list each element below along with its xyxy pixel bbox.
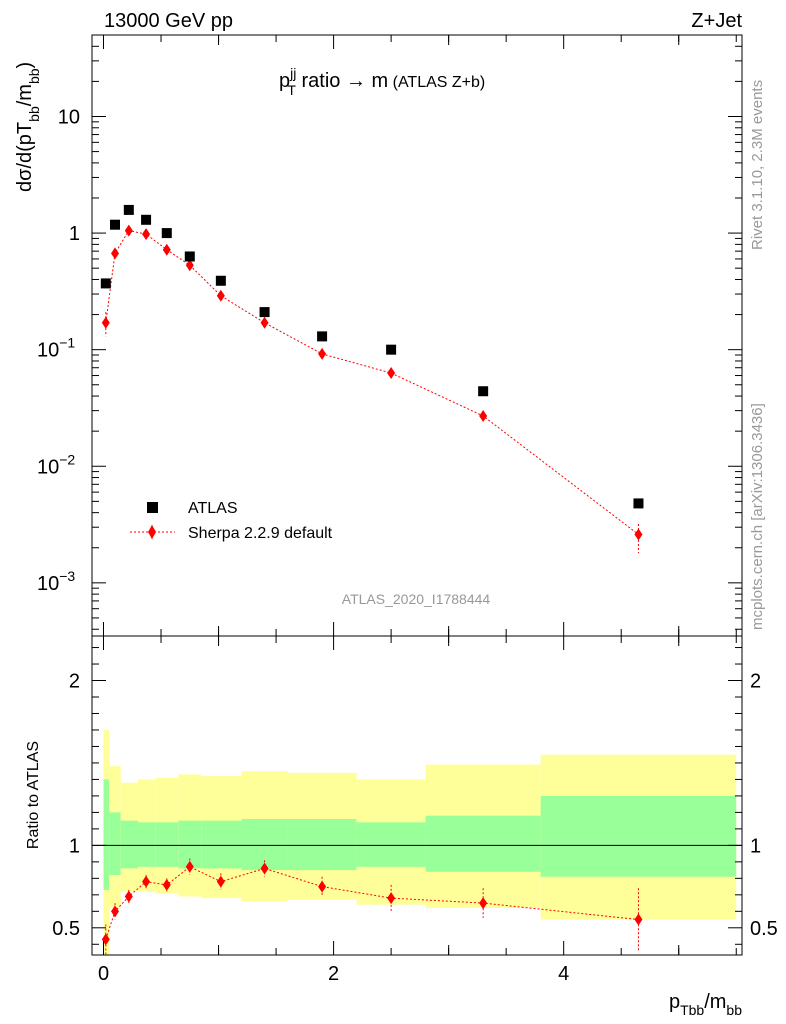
ratio-band-inner	[425, 815, 541, 872]
sherpa-point	[216, 289, 225, 302]
rivet-version-label: Rivet 3.1.10, 2.3M events	[749, 80, 766, 250]
ratio-axis-ticks: 0.5 0.5 1 1 2 2 0 2 4	[52, 636, 778, 985]
ratio-sherpa-series	[101, 858, 643, 955]
ratio-sherpa-point	[387, 892, 396, 905]
atlas-point	[215, 275, 226, 286]
sherpa-point	[111, 247, 120, 260]
main-axis-ticks: 10−3 10−2 10−1 1 10	[37, 34, 742, 636]
ratio-band-inner	[287, 818, 357, 871]
sherpa-point	[318, 347, 327, 360]
sherpa-point	[101, 316, 110, 329]
ratio-y-axis-label: Ratio to ATLAS	[25, 741, 42, 849]
main-y-tick-label: 10−1	[37, 335, 75, 362]
ratio-band-inner	[201, 820, 242, 869]
ratio-sherpa-point	[185, 860, 194, 873]
main-y-tick-label: 10−3	[37, 568, 75, 595]
ratio-band-inner	[138, 822, 156, 867]
ratio-y-tick-label: 1	[69, 835, 80, 857]
atlas-point	[100, 278, 111, 289]
sherpa-point	[142, 228, 151, 241]
ratio-sherpa-point	[162, 878, 171, 891]
analysis-label: ATLAS_2020_I1788444	[342, 591, 491, 607]
ratio-band-inner	[241, 818, 288, 871]
x-tick-label: 0	[98, 963, 109, 985]
ratio-sherpa-point	[318, 880, 327, 893]
ratio-band-inner	[356, 822, 426, 867]
atlas-point	[184, 251, 195, 262]
atlas-point	[259, 307, 270, 318]
main-y-tick-label: 1	[69, 223, 80, 245]
process-label: Z+Jet	[691, 10, 742, 32]
legend-atlas-label: ATLAS	[188, 500, 238, 517]
atlas-point	[110, 219, 121, 230]
x-tick-label: 4	[558, 963, 569, 985]
ratio-y-tick-label-right: 0.5	[750, 918, 778, 940]
main-y-tick-label: 10	[58, 106, 80, 128]
plot-title: pjj T ratio → m (ATLAS Z+b)	[279, 65, 485, 98]
legend-sherpa-label: Sherpa 2.2.9 default	[188, 525, 333, 542]
sherpa-point	[162, 243, 171, 256]
main-y-axis-label: dσ/d(pTbb/mbb)	[14, 62, 42, 192]
legend-atlas-marker	[147, 502, 158, 513]
x-tick-label: 2	[328, 963, 339, 985]
sherpa-point	[479, 409, 488, 422]
ratio-band-inner	[109, 812, 121, 876]
ratio-y-tick-label-right: 1	[750, 835, 761, 857]
ratio-y-tick-label: 2	[69, 671, 80, 693]
ratio-sherpa-line	[105, 866, 639, 940]
sherpa-point	[634, 528, 643, 541]
sherpa-line	[105, 230, 639, 535]
ratio-band-inner	[540, 795, 737, 877]
sherpa-point	[185, 259, 194, 272]
ratio-y-tick-label-right: 2	[750, 671, 761, 693]
atlas-point	[141, 214, 152, 225]
ratio-band-inner	[103, 779, 110, 890]
atlas-point	[317, 331, 328, 342]
ratio-y-tick-label: 0.5	[52, 918, 80, 940]
ratio-sherpa-point	[634, 913, 643, 926]
main-plot-frame	[91, 34, 743, 637]
legend-sherpa-marker	[148, 525, 156, 539]
ratio-band-inner	[120, 820, 139, 869]
atlas-point	[123, 204, 134, 215]
ratio-sherpa-point	[216, 875, 225, 888]
sherpa-point	[387, 367, 396, 380]
ratio-band-inner	[155, 822, 179, 867]
energy-label: 13000 GeV pp	[104, 10, 233, 32]
atlas-point	[633, 498, 644, 509]
main-data-series	[100, 204, 644, 554]
ratio-band-inner	[178, 820, 202, 869]
atlas-point	[161, 228, 172, 239]
ratio-uncertainty-bands	[103, 729, 737, 955]
sherpa-point	[260, 316, 269, 329]
mcplots-credit-label: mcplots.cern.ch [arXiv:1306.3436]	[749, 403, 766, 630]
ratio-sherpa-point	[111, 905, 120, 918]
atlas-point	[478, 386, 489, 397]
atlas-point	[386, 344, 397, 355]
ratio-sherpa-point	[124, 890, 133, 903]
legend: ATLAS Sherpa 2.2.9 default	[130, 500, 333, 542]
main-y-tick-label: 10−2	[37, 451, 75, 478]
ratio-sherpa-point	[260, 862, 269, 875]
ratio-sherpa-point	[479, 897, 488, 910]
ratio-sherpa-point	[142, 875, 151, 888]
sherpa-point	[124, 224, 133, 237]
x-axis-label: pTbb/mbb	[669, 991, 742, 1018]
